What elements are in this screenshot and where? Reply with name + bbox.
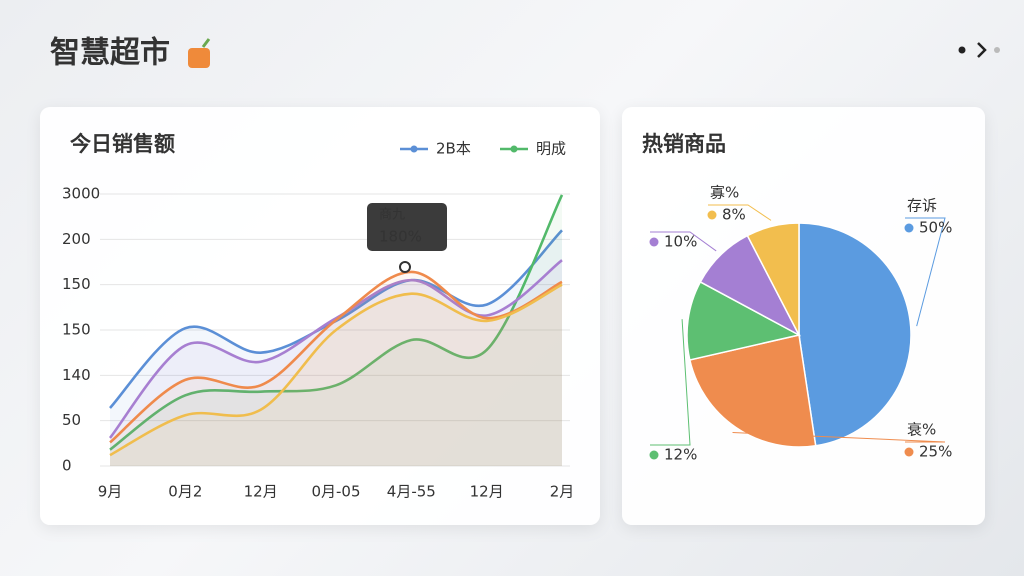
logo-icon (188, 38, 211, 68)
slice-label: 衰% (907, 421, 936, 439)
slice-value: 50% (919, 219, 952, 237)
series-area (110, 230, 562, 466)
y-tick-label: 200 (62, 230, 91, 248)
series-line (109, 283, 563, 457)
next-arrow[interactable] (977, 42, 987, 58)
chart-title: 今日销售额 (70, 132, 175, 156)
slice-label: 存诉 (907, 197, 937, 215)
leader-line (732, 431, 946, 443)
legend-dot (510, 145, 518, 153)
y-tick-label: 3000 (62, 185, 100, 203)
leader-line (708, 204, 772, 221)
series-area (110, 271, 562, 466)
chart-title: 热销商品 (642, 132, 726, 156)
x-tick-label: 9月 (98, 483, 123, 501)
slice-value: 25% (919, 443, 952, 461)
label-dot (707, 210, 717, 220)
pie-slice (686, 280, 802, 361)
y-tick-label: 50 (62, 411, 81, 429)
legend-dot (410, 145, 418, 153)
tooltip (367, 203, 447, 251)
label-dot (904, 447, 914, 457)
label-dot (649, 237, 659, 247)
y-tick-label: 140 (62, 366, 91, 384)
leader-line (650, 231, 717, 252)
slice-value: 12% (664, 446, 697, 464)
page-dot[interactable] (958, 46, 966, 54)
slice-label: 寡% (710, 184, 739, 202)
pie-slice (798, 222, 912, 447)
x-tick-label: 0月-05 (311, 483, 360, 501)
series-line (108, 259, 563, 439)
series-line (109, 194, 564, 451)
y-tick-label: 150 (62, 321, 91, 339)
slice-value: 8% (722, 206, 746, 224)
series-area (110, 284, 562, 466)
x-tick-label: 12月 (470, 483, 504, 501)
legend-label: 明成 (536, 140, 566, 158)
tooltip-point (399, 261, 411, 273)
x-tick-label: 0月2 (168, 483, 202, 501)
legend-label: 2B本 (436, 140, 471, 158)
y-tick-label: 150 (62, 275, 91, 293)
label-dot (904, 223, 914, 233)
pie-slice (746, 222, 800, 336)
leader-line (650, 319, 691, 446)
label-dot (649, 450, 659, 460)
page-dot[interactable] (994, 47, 1000, 53)
series-area (110, 194, 562, 466)
x-tick-label: 4月-55 (387, 483, 436, 501)
tooltip-title: 商九 (379, 208, 405, 223)
series-line (109, 270, 563, 444)
x-tick-label: 2月 (550, 483, 575, 501)
app-title: 智慧超市 (50, 36, 170, 71)
pie-slice (688, 334, 817, 448)
slice-value: 10% (664, 233, 697, 251)
y-tick-label: 0 (62, 457, 72, 475)
x-tick-label: 12月 (244, 483, 278, 501)
leader-line (905, 217, 946, 327)
tooltip-value: 180% (379, 228, 422, 246)
